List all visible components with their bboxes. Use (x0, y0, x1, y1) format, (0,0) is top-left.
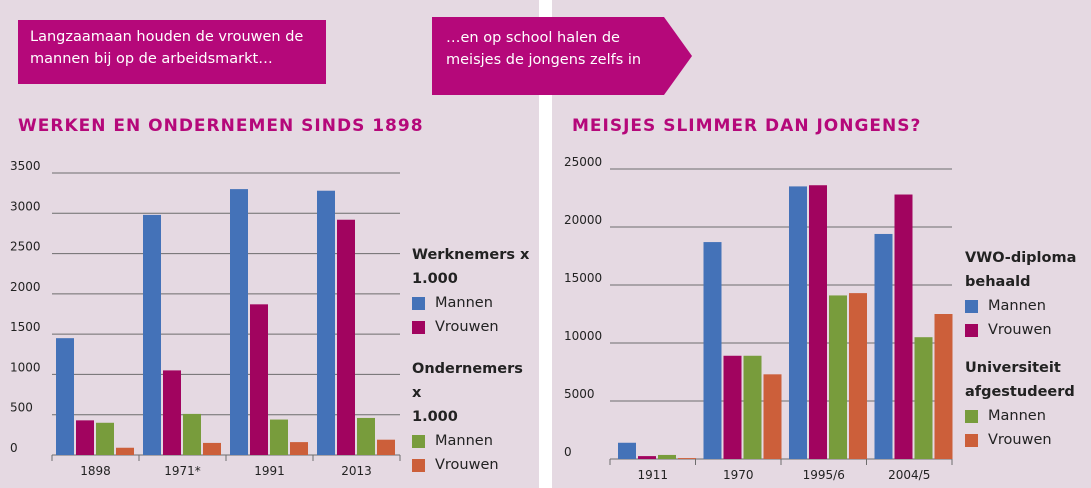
right-callout-text: …en op school halen de meisjes de jongen… (446, 30, 642, 68)
right-chart-x-tick-label: 1911 (637, 468, 668, 482)
right-section-title: Meisjes slimmer dan jongens? (572, 116, 922, 136)
right-chart-x-tick-label: 1970 (723, 468, 754, 482)
left-chart-bar (270, 419, 288, 455)
right-chart-bar (829, 295, 847, 459)
left-legend-swatch-ondernemers-mannen (412, 434, 425, 448)
left-chart-bar (116, 447, 134, 455)
left-chart-bar (290, 442, 308, 455)
left-chart-bar (357, 417, 375, 455)
left-legend: Werknemers x 1.000 Mannen Vrouwen Ondern… (412, 243, 537, 477)
right-legend-swatch-universiteit-mannen (965, 409, 978, 423)
left-chart-y-tick-label: 0 (10, 441, 18, 455)
right-chart-y-tick-label: 10000 (564, 329, 602, 343)
right-chart-y-tick-label: 15000 (564, 271, 602, 285)
left-chart-bar (76, 420, 94, 455)
left-section-title: Werken en ondernemen sinds 1898 (18, 116, 424, 136)
left-chart-y-tick-label: 2000 (10, 280, 41, 294)
left-chart-y-tick-label: 3000 (10, 199, 41, 213)
right-chart-y-tick-label: 5000 (564, 387, 595, 401)
right-legend-label-universiteit-vrouwen: Vrouwen (988, 432, 1052, 448)
right-chart-bar (743, 355, 762, 459)
right-legend-item-vrouwen: Vrouwen (965, 318, 1090, 342)
right-chart-bar (849, 293, 867, 459)
right-legend-label-universiteit-mannen: Mannen (988, 408, 1046, 424)
right-legend-swatch-vrouwen (965, 323, 978, 337)
left-legend-item-vrouwen: Vrouwen (412, 315, 537, 339)
left-bar-chart: 0 500 1000 1500 2000 2500 3000 3500 1898 1971* 199… (10, 159, 401, 478)
left-legend-label-ondernemers-vrouwen: Vrouwen (435, 457, 499, 473)
left-chart-bar (377, 439, 395, 455)
right-chart-bar (934, 314, 953, 459)
left-chart-y-tick-label: 500 (10, 401, 33, 415)
right-chart-y-tick-label: 25000 (564, 155, 602, 169)
right-chart-bar (658, 454, 676, 459)
right-legend-label-vrouwen: Vrouwen (988, 322, 1052, 338)
right-chart-y-tick-label: 20000 (564, 213, 602, 227)
right-chart-bar (618, 442, 636, 459)
right-chart-x-tick-label: 2004/5 (888, 468, 930, 482)
right-callout-box: …en op school halen de meisjes de jongen… (432, 17, 664, 95)
right-legend-item-universiteit-mannen: Mannen (965, 404, 1090, 428)
left-legend-group1-title: Werknemers x 1.000 (412, 247, 530, 287)
left-chart-bar (143, 214, 161, 455)
right-chart-bar (763, 374, 782, 459)
right-legend-swatch-universiteit-vrouwen (965, 433, 978, 447)
left-callout-text: Langzaamaan houden de vrouwen de mannen … (30, 29, 304, 67)
right-callout-arrow (664, 17, 692, 95)
right-legend-group1-title: VWO-diploma behaald (965, 250, 1077, 290)
left-chart-y-tick-label: 3500 (10, 159, 41, 173)
right-chart-bar (723, 355, 742, 459)
left-chart-bar (250, 304, 268, 455)
left-legend-swatch-ondernemers-vrouwen (412, 458, 425, 472)
right-chart-bar (678, 458, 696, 459)
right-bar-chart: 0 5000 10000 15000 20000 25000 1911 1970 1995/6 2… (564, 155, 953, 482)
right-legend-item-universiteit-vrouwen: Vrouwen (965, 428, 1090, 452)
right-legend-item-mannen: Mannen (965, 294, 1090, 318)
right-chart-bar (638, 456, 656, 459)
left-chart-y-tick-label: 1500 (10, 320, 41, 334)
right-legend: VWO-diploma behaald Mannen Vrouwen Unive… (965, 246, 1090, 452)
right-chart-bar (874, 233, 893, 459)
left-chart-bar (96, 422, 114, 455)
right-legend-group2-title: Universiteit afgestudeerd (965, 360, 1075, 400)
left-chart-y-tick-label: 2500 (10, 240, 41, 254)
left-callout: Langzaamaan houden de vrouwen de mannen … (18, 20, 326, 84)
left-chart-bar (230, 189, 248, 455)
left-chart-x-tick-label: 1898 (80, 464, 111, 478)
right-chart-x-tick-label: 1995/6 (803, 468, 845, 482)
left-legend-group2-title: Ondernemers x 1.000 (412, 361, 523, 425)
left-chart-bar (163, 370, 181, 455)
left-chart-bar (183, 413, 201, 455)
left-chart-x-tick-label: 1991 (254, 464, 285, 478)
right-chart-bar (789, 186, 807, 459)
right-chart-bar (703, 242, 722, 459)
right-chart-bar (809, 185, 827, 460)
right-legend-swatch-mannen (965, 299, 978, 313)
left-legend-item-ondernemers-mannen: Mannen (412, 429, 537, 453)
left-legend-label-vrouwen: Vrouwen (435, 319, 499, 335)
left-legend-label-mannen: Mannen (435, 295, 493, 311)
left-legend-item-mannen: Mannen (412, 291, 537, 315)
right-chart-bar (914, 337, 933, 459)
left-legend-label-ondernemers-mannen: Mannen (435, 433, 493, 449)
left-legend-item-ondernemers-vrouwen: Vrouwen (412, 453, 537, 477)
right-chart-y-tick-label: 0 (564, 445, 572, 459)
left-chart-y-tick-label: 1000 (10, 360, 41, 374)
left-chart-bar (56, 338, 74, 455)
left-chart-bar (317, 190, 335, 455)
left-legend-swatch-mannen (412, 296, 425, 310)
left-chart-bar (337, 219, 355, 455)
right-legend-label-mannen: Mannen (988, 298, 1046, 314)
left-chart-x-tick-label: 1971* (164, 464, 201, 478)
right-chart-bar (894, 194, 913, 459)
left-legend-swatch-vrouwen (412, 320, 425, 334)
left-chart-x-tick-label: 2013 (341, 464, 372, 478)
left-chart-bar (203, 442, 221, 455)
